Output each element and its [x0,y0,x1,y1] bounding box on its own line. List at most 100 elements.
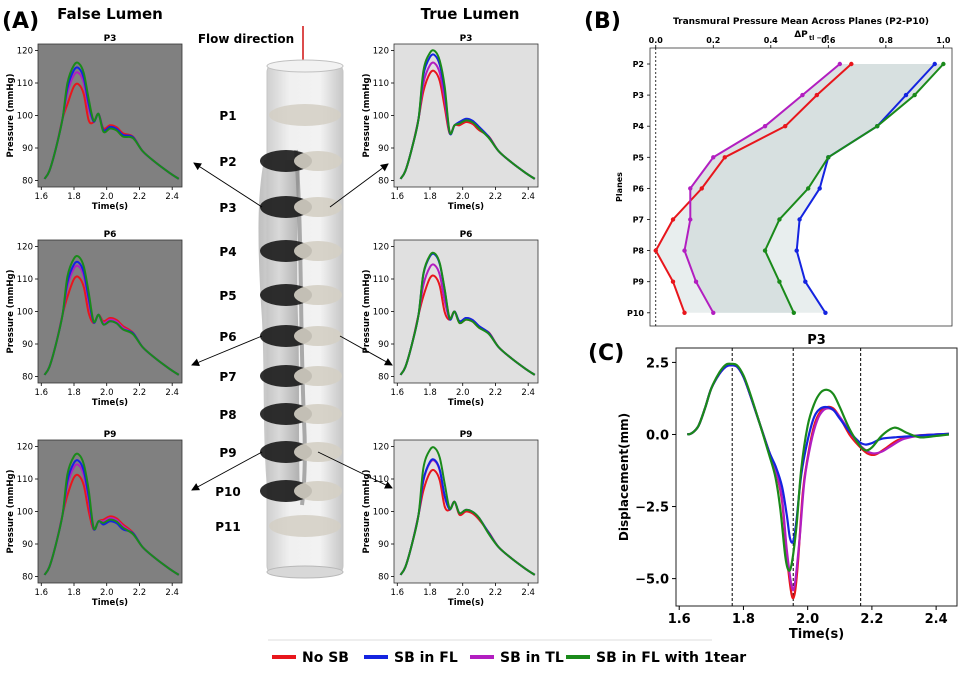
b-point-sb-in-fl-p2 [932,61,937,67]
y-tick-label: 80 [378,573,389,583]
legend-item-no-sb: No SB [272,650,349,666]
b-point-sb-in-tl-p5 [711,155,716,160]
y-axis-label: Pressure (mmHg) [6,469,16,553]
transmural-title: Transmural Pressure Mean Across Planes (… [673,17,929,27]
y-axis-label: Pressure (mmHg) [362,269,372,353]
b-point-sb-in-fl-with-1tear-p2 [941,61,946,67]
plane-label-p6: P6 [219,330,236,344]
c-y-tick-label: −2.5 [635,501,669,516]
b-y-tick-label: P7 [633,216,644,225]
pressure-series-sb-in-fl-with-1tear [399,49,536,180]
displacement-chart: P3 1.6 1.8 2.0 2.2 2.4 2.5 0.0 −2.5 −5.0 Time(s) Di… [617,333,958,642]
x-tick-label: 2.4 [165,588,179,598]
connector-arrow-5 [317,451,393,489]
false-lumen-heading: False Lumen [57,5,163,23]
y-tick-label: 90 [378,540,389,550]
b-point-sb-in-fl-p6 [817,186,822,191]
plane-label-p3: P3 [219,201,236,215]
x-tick-label: 2.0 [100,388,114,398]
plane-label-p5: P5 [219,289,236,303]
plane-disc-p1 [269,104,341,126]
y-tick-label: 120 [373,47,389,57]
b-point-no-sb-p9 [670,279,676,284]
legend-item-sb-in-tl: SB in TL [470,650,564,666]
x-tick-label: 1.6 [35,192,49,202]
plane-connectors [191,162,393,491]
b-point-sb-in-fl-with-1tear-p3 [912,92,917,98]
b-point-sb-in-fl-with-1tear-p8 [762,248,768,253]
c-x-tick-label: 1.6 [668,612,691,627]
x-tick-label: 1.6 [391,588,405,598]
y-tick-label: 120 [373,243,389,253]
x-tick-label: 2.2 [133,192,147,202]
x-tick-label: 2.2 [489,588,503,598]
y-tick-label: 80 [22,373,33,383]
b-point-sb-in-tl-p3 [800,92,805,98]
b-point-sb-in-tl-p8 [682,248,687,253]
true-lumen-disc-p4 [294,241,342,261]
y-axis-label: Pressure (mmHg) [6,269,16,353]
y-tick-label: 90 [378,144,389,154]
b-point-sb-in-fl-p8 [794,248,799,253]
true-lumen-disc-p5 [294,285,342,305]
b-point-sb-in-fl-p3 [903,92,909,98]
c-y-tick-label: −5.0 [635,573,669,588]
connector-arrow-0 [193,162,263,208]
b-point-sb-in-fl-with-1tear-p6 [805,186,811,191]
b-y-axis-label: Planes [615,172,624,202]
b-y-tick-label: P9 [633,278,645,287]
x-tick-label: 1.8 [67,388,81,398]
y-tick-label: 120 [17,443,33,453]
tube-bottom-cap [266,565,344,579]
connector-arrow-2 [191,335,263,367]
c-y-axis-label: Displacement(mm) [617,413,631,541]
true-lumen-disc-p10 [294,481,342,501]
c-x-tick-label: 2.0 [796,612,819,627]
panel-a-label: (A) [2,9,39,34]
b-point-sb-in-fl-p9 [803,279,808,284]
c-x-tick-label: 1.8 [732,612,755,627]
x-tick-label: 2.0 [100,588,114,598]
y-tick-label: 100 [17,308,33,318]
x-tick-label: 2.4 [165,388,179,398]
displacement-plot-area [675,347,958,607]
tube-top-cap [266,59,344,73]
pressure-panel-tl-p6: P6 1.6 1.8 2.0 2.2 2.4 80 90 100 110 120 Time(s) Pre… [362,230,539,408]
x-axis-label: Time(s) [448,202,484,212]
connector-arrow-3 [339,335,393,366]
b-point-no-sb-p10 [682,310,687,315]
b-point-sb-in-tl-p6 [688,186,693,191]
plane-labels: P1 P2 P3 P4 P5 P6 P7 P8 P9 P10 P11 [215,109,241,534]
pressure-series-sb-in-fl-with-1tear [399,251,536,376]
plane-label-p9: P9 [219,446,236,460]
plane-label-p7: P7 [219,370,236,384]
true-lumen-disc-p2 [294,151,342,171]
x-axis-label: Time(s) [448,598,484,608]
connector-arrow-4 [191,451,263,491]
b-y-tick-label: P8 [633,247,645,256]
x-tick-label: 2.2 [133,588,147,598]
x-tick-label: 2.2 [489,388,503,398]
b-point-no-sb-p7 [670,217,676,222]
b-point-sb-in-fl-p7 [797,217,802,222]
pressure-panel-fl-p3: P3 1.6 1.8 2.0 2.2 2.4 80 90 100 110 120 Time(s) Pre… [6,34,183,212]
y-axis-label: Pressure (mmHg) [362,469,372,553]
plane-label-p4: P4 [219,245,236,259]
b-x-tick-label: 0.8 [879,36,894,45]
b-point-no-sb-p3 [814,92,820,98]
b-point-sb-in-fl-p10 [823,310,828,315]
b-x-tick-label: 0.4 [764,36,779,45]
pressure-panel-title: P6 [104,230,117,240]
x-tick-label: 2.4 [521,588,535,598]
b-x-tick-label: 0.6 [821,36,836,45]
b-y-tick-label: P4 [633,122,645,131]
y-tick-label: 120 [17,47,33,57]
y-tick-label: 100 [17,508,33,518]
c-x-tick-label: 2.2 [860,612,883,627]
legend-label: SB in FL [394,650,458,666]
x-tick-label: 2.0 [100,192,114,202]
c-y-tick-label: 0.0 [646,428,669,443]
pressure-panel-tl-p3: P3 1.6 1.8 2.0 2.2 2.4 80 90 100 110 120 Time(s) Pre… [362,34,539,212]
x-tick-label: 2.4 [521,192,535,202]
